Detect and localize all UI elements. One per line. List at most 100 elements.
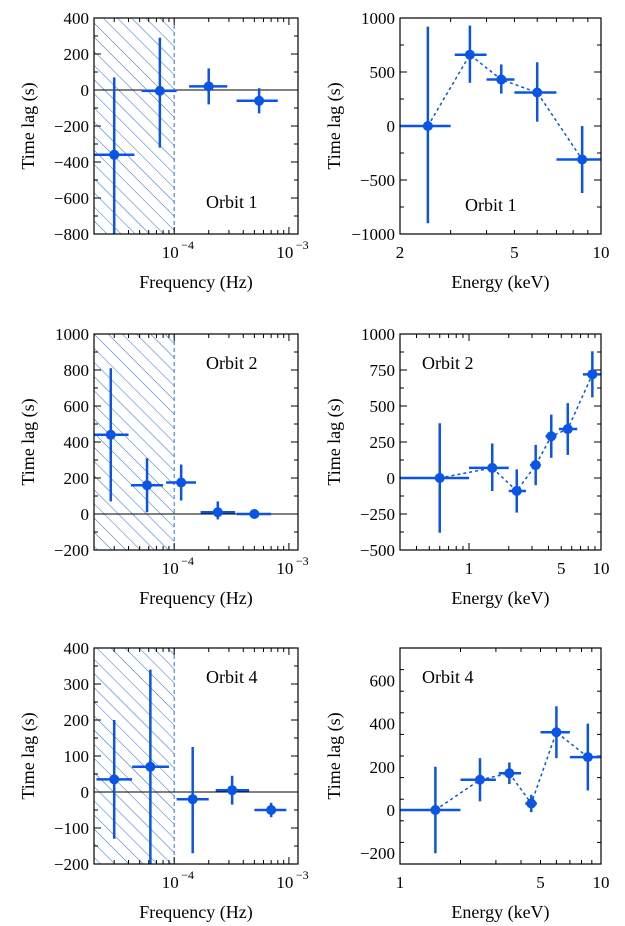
point-marker [266, 805, 277, 815]
y-tick-label: 0 [387, 801, 396, 820]
y-tick-label: −800 [54, 225, 89, 244]
data-point [236, 509, 272, 519]
y-tick-label: 800 [64, 361, 90, 380]
point-marker [474, 774, 485, 785]
data-point [569, 723, 601, 791]
x-tick-label: 5 [557, 559, 566, 578]
y-tick-label: 0 [81, 81, 90, 100]
panel-annotation: Orbit 4 [206, 667, 258, 687]
point-marker [176, 477, 187, 488]
point-marker [577, 154, 588, 165]
x-tick-label: 10 [593, 243, 610, 262]
y-axis-label: Time lag (s) [324, 712, 345, 799]
point-marker [109, 149, 120, 160]
x-tick-label: 10 [593, 559, 610, 578]
plot-frame [399, 647, 602, 865]
point-marker [142, 480, 153, 491]
series-connector [427, 53, 583, 160]
data-point [582, 351, 601, 398]
x-tick-exponent: −3 [296, 868, 309, 882]
y-tick-label: −600 [54, 189, 89, 208]
y-tick-label: 0 [387, 469, 396, 488]
y-tick-label: 400 [64, 639, 90, 658]
x-axis-label: Frequency (Hz) [139, 272, 252, 293]
x-tick-label: 5 [510, 243, 519, 262]
plot-frame [93, 17, 299, 235]
panel-annotation: Orbit 4 [422, 667, 474, 687]
y-tick-label: 600 [370, 671, 396, 690]
data-point [530, 444, 541, 486]
y-tick-label: 300 [64, 675, 90, 694]
y-tick-label: 100 [64, 747, 90, 766]
point-marker [154, 85, 165, 96]
data-point [166, 464, 197, 501]
data-point [400, 766, 461, 854]
point-marker [530, 460, 541, 471]
plot-frame [93, 333, 299, 551]
x-axis-label: Energy (keV) [451, 272, 549, 293]
y-tick-label: −1000 [351, 225, 395, 244]
y-tick-label: 200 [64, 45, 90, 64]
plot-frame [399, 333, 602, 551]
data-point [540, 706, 570, 759]
data-point [498, 762, 522, 785]
plot-frame [399, 17, 602, 235]
data-point [454, 25, 487, 83]
y-tick-label: 500 [370, 397, 396, 416]
point-marker [562, 424, 573, 435]
y-tick-label: 1000 [55, 325, 89, 344]
point-marker [422, 121, 433, 131]
panel-annotation: Orbit 1 [465, 195, 517, 215]
x-tick-exponent: −4 [181, 868, 194, 882]
data-point [558, 403, 578, 455]
x-tick-label: 10 [162, 873, 179, 892]
y-tick-label: −500 [360, 171, 395, 190]
y-axis-label: Time lag (s) [324, 398, 345, 485]
x-tick-label: 2 [396, 243, 405, 262]
y-tick-label: 250 [370, 433, 396, 452]
data-point [94, 77, 135, 234]
x-tick-label: 5 [536, 873, 545, 892]
y-tick-label: 400 [64, 9, 90, 28]
y-axis-label: Time lag (s) [18, 712, 39, 799]
point-marker [212, 507, 223, 518]
point-marker [587, 369, 598, 380]
data-point [94, 368, 129, 502]
data-point [236, 88, 278, 114]
data-point [469, 443, 509, 491]
hatched-region [94, 334, 175, 550]
y-tick-label: 1000 [361, 9, 395, 28]
y-tick-label: 1000 [361, 325, 395, 344]
x-tick-label: 10 [593, 873, 610, 892]
chart-panel-energy-orbit2: −500 −250 0 250 500 750 1000 1 5 10 Orbit 2 Energy … [324, 325, 610, 609]
x-axis-label: Energy (keV) [451, 588, 549, 609]
y-tick-label: 500 [370, 63, 396, 82]
y-tick-label: −100 [54, 819, 89, 838]
hatched-region [94, 648, 175, 864]
data-point [132, 669, 169, 864]
point-marker [546, 431, 557, 442]
y-tick-label: −200 [54, 855, 89, 874]
x-tick-label: 10 [162, 243, 179, 262]
data-point [254, 802, 287, 818]
x-tick-label: 10 [276, 873, 293, 892]
y-tick-label: −500 [360, 541, 395, 560]
data-point [460, 758, 496, 802]
data-point [486, 64, 515, 94]
point-marker [249, 509, 260, 519]
panel-annotation: Orbit 1 [206, 192, 258, 212]
data-point [130, 458, 164, 513]
x-tick-exponent: −4 [181, 238, 194, 252]
y-tick-label: −250 [360, 505, 395, 524]
y-tick-label: −200 [360, 844, 395, 863]
x-tick-exponent: −3 [296, 238, 309, 252]
data-point [215, 775, 250, 805]
plot-frame [93, 647, 299, 865]
x-axis-label: Frequency (Hz) [139, 588, 252, 609]
y-axis-label: Time lag (s) [18, 398, 39, 485]
point-marker [254, 95, 265, 106]
data-point [556, 126, 601, 193]
point-marker [203, 81, 214, 92]
x-tick-label: 10 [276, 559, 293, 578]
